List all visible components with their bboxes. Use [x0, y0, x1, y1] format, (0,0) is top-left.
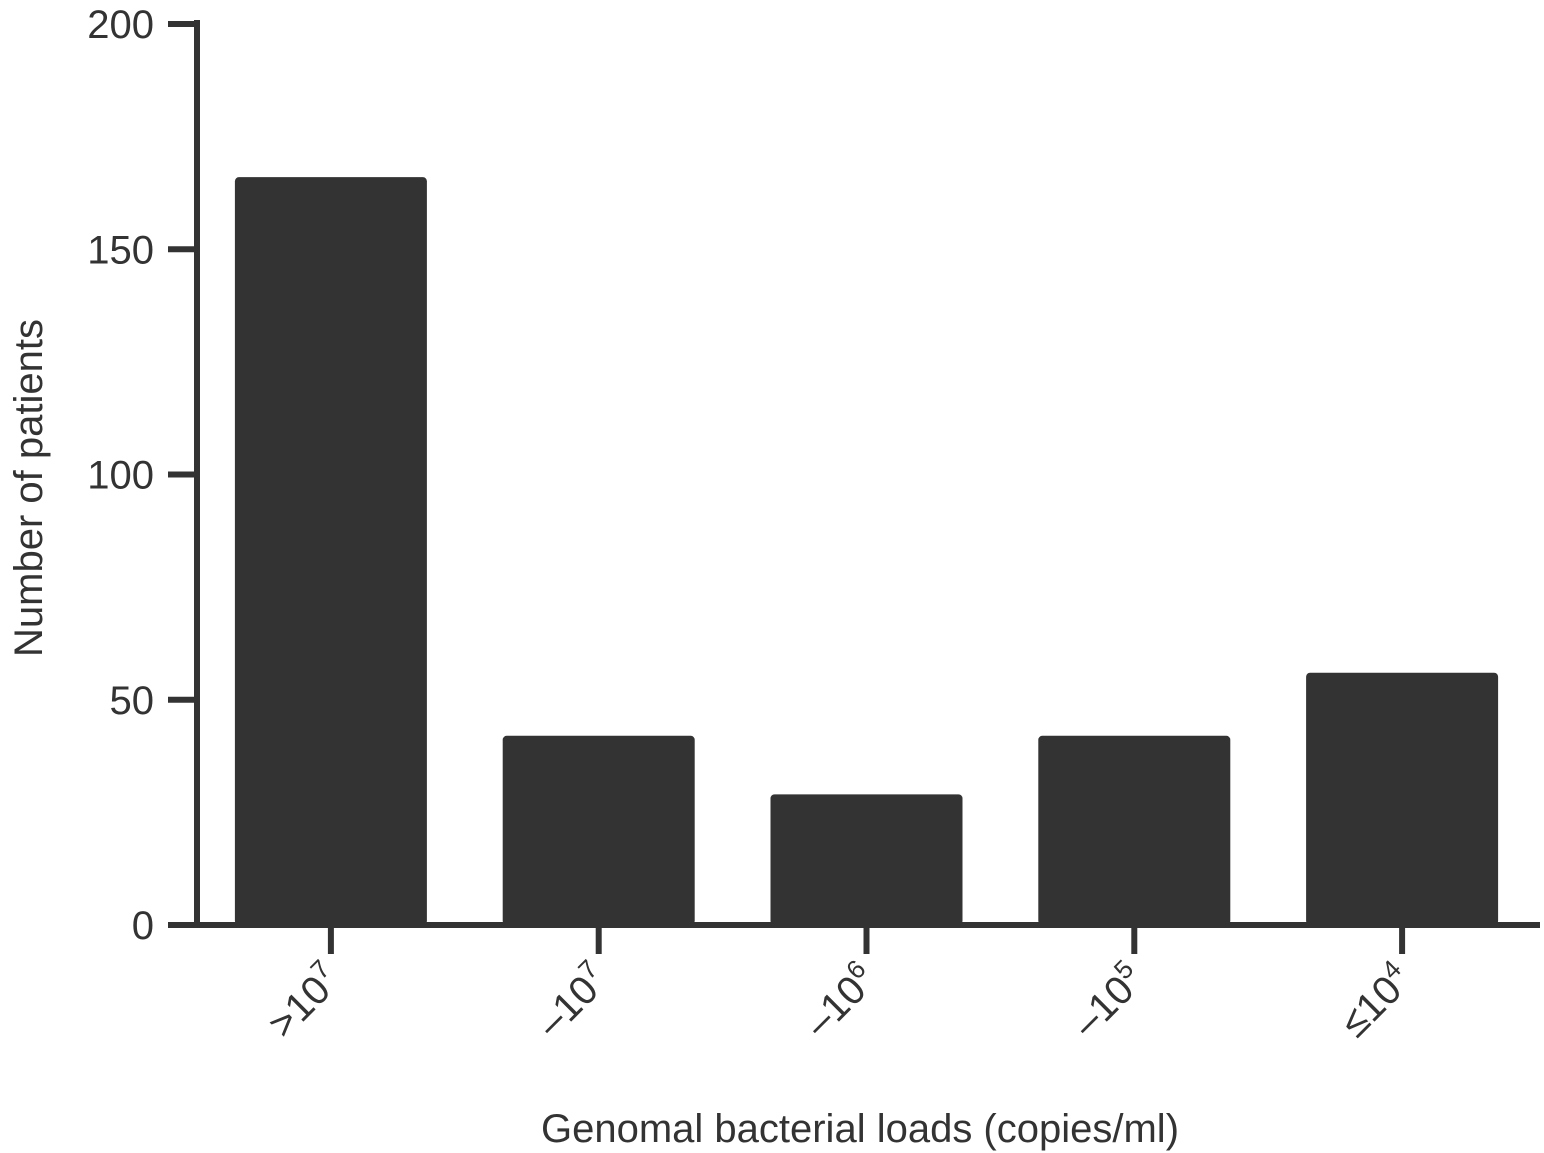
- bar-0: [234, 177, 427, 926]
- x-tick-label-3: –105: [1061, 954, 1153, 1046]
- bar-2: [770, 794, 963, 925]
- y-axis-title: Number of patients: [7, 319, 51, 657]
- y-tick-label-1: 50: [110, 679, 155, 723]
- x-tick-label-1: –107: [525, 954, 617, 1046]
- bars-group: [234, 177, 1499, 926]
- x-tick-label-0: >107: [256, 954, 349, 1047]
- bar-1: [502, 735, 695, 925]
- x-tick-label-4: ≤104: [1329, 954, 1421, 1046]
- y-tick-label-4: 200: [87, 3, 154, 47]
- bar-4: [1306, 672, 1499, 925]
- y-tick-label-3: 150: [87, 228, 154, 272]
- bar-3: [1038, 735, 1231, 925]
- x-axis: >107 –107 –106 –105 ≤104: [168, 922, 1540, 1047]
- x-tick-label-2: –106: [793, 954, 885, 1046]
- y-axis: 0 50 100 150 200: [87, 3, 200, 948]
- x-axis-title: Genomal bacterial loads (copies/ml): [541, 1107, 1179, 1151]
- y-tick-label-2: 100: [87, 454, 154, 498]
- y-tick-label-0: 0: [132, 904, 154, 948]
